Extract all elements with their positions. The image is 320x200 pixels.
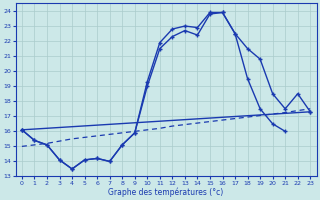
X-axis label: Graphe des températures (°c): Graphe des températures (°c) [108, 187, 224, 197]
